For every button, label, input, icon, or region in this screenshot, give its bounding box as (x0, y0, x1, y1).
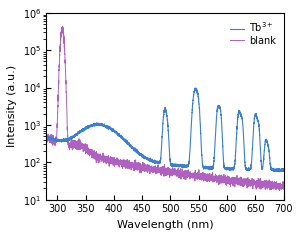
Legend: Tb$^{3+}$, blank: Tb$^{3+}$, blank (227, 18, 279, 49)
Line: blank: blank (46, 26, 284, 191)
blank (44, 136, 48, 138)
Tb$^{3+}$ (146, 158, 149, 161)
blank (227, 180, 231, 183)
blank (278, 189, 281, 192)
Tb$^{3+}$ (197, 103, 201, 106)
Line: Tb$^{3+}$: Tb$^{3+}$ (46, 88, 284, 172)
blank (146, 170, 149, 173)
blank (282, 188, 286, 191)
Tb$^{3+}$ (70, 138, 73, 141)
blank (197, 176, 201, 179)
Tb$^{3+}$ (136, 151, 140, 154)
blank (136, 164, 140, 167)
Tb$^{3+}$ (44, 135, 48, 138)
blank (70, 142, 73, 145)
blank (259, 180, 262, 183)
Tb$^{3+}$ (259, 145, 262, 148)
Y-axis label: Intensity (a.u.): Intensity (a.u.) (7, 65, 17, 147)
X-axis label: Wavelength (nm): Wavelength (nm) (116, 220, 213, 230)
Tb$^{3+}$ (194, 87, 197, 90)
Tb$^{3+}$ (227, 167, 231, 169)
Tb$^{3+}$ (278, 170, 282, 173)
blank (61, 25, 64, 28)
Tb$^{3+}$ (282, 169, 286, 172)
